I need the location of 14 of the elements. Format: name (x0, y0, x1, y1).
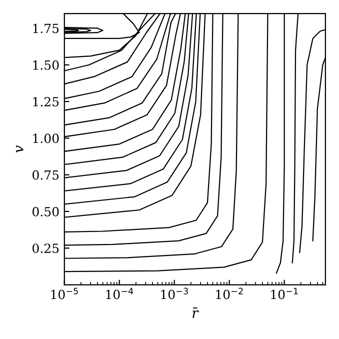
y-tick-label: 1.50 (33, 60, 59, 70)
x-tick-label: 10$^{−2}$ (216, 288, 243, 300)
y-tick-label: 0.75 (32, 170, 59, 180)
y-tick-label: 1.75 (33, 24, 59, 34)
x-tick-label: 10$^{−1}$ (271, 288, 298, 300)
x-tick-label: 10$^{−5}$ (51, 288, 78, 300)
y-axis-title: v (16, 145, 24, 153)
x-tick-label: 10$^{−4}$ (106, 288, 134, 300)
y-tick-label: 1.25 (33, 96, 59, 106)
x-axis-title: r̄ (192, 307, 199, 318)
y-tick-label: 0.25 (32, 244, 59, 254)
y-tick-label: 1.00 (33, 134, 59, 144)
y-tick-label: 0.50 (32, 206, 59, 216)
x-tick-label: 10$^{−3}$ (161, 288, 188, 300)
